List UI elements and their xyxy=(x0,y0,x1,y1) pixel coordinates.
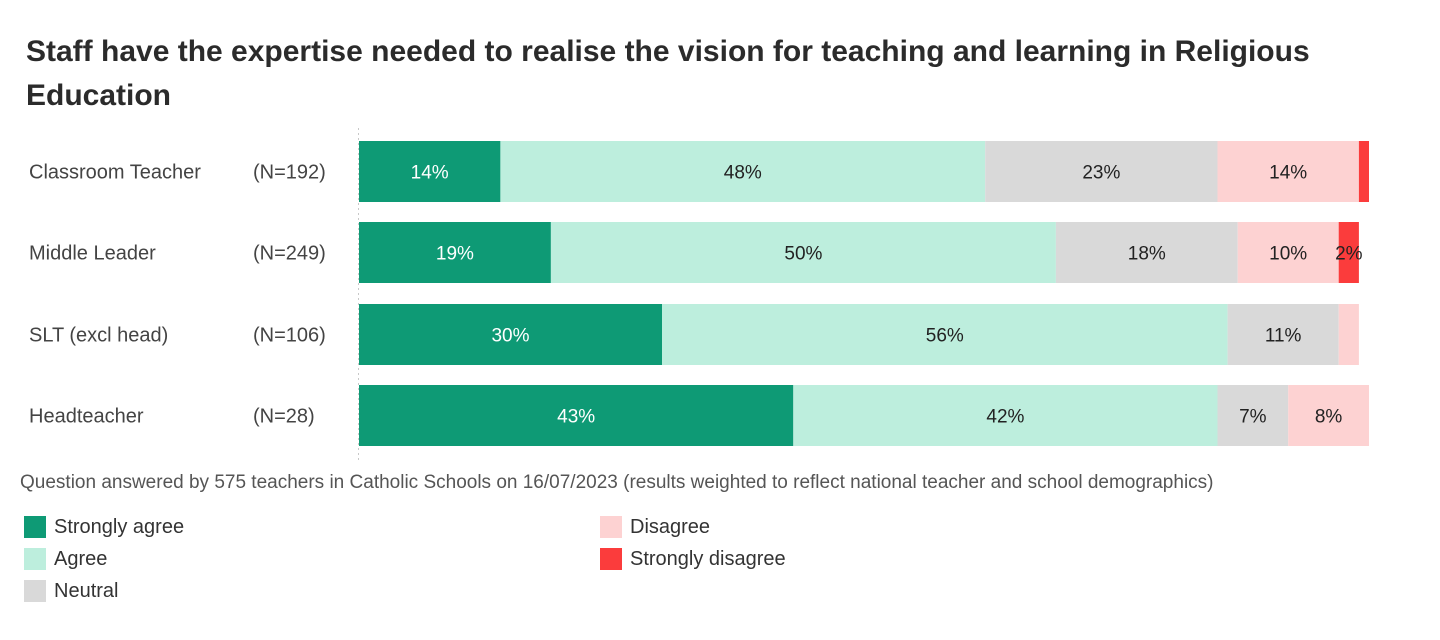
bar-segment-strongly-disagree xyxy=(1358,141,1369,202)
bar-segment-strongly-disagree xyxy=(1338,222,1359,283)
legend-item-agree: Agree xyxy=(24,546,107,572)
bar-segment-strongly-agree xyxy=(359,141,501,202)
legend-item-neutral: Neutral xyxy=(24,578,118,604)
bar-segment-agree xyxy=(500,141,986,202)
legend-swatch xyxy=(24,580,46,602)
data-label: 56% xyxy=(926,326,964,347)
bar-segment-agree xyxy=(550,222,1056,283)
legend-item-strongly-agree: Strongly agree xyxy=(24,514,184,540)
bar-segment-neutral xyxy=(985,141,1218,202)
bar-segment-disagree xyxy=(1217,141,1359,202)
data-label: 18% xyxy=(1128,244,1166,265)
legend-label: Neutral xyxy=(54,579,119,602)
bar-segment-neutral xyxy=(1217,385,1289,446)
category-label: Middle Leader xyxy=(29,243,156,265)
data-label: 42% xyxy=(986,407,1024,428)
legend: Strongly agree Agree Neutral Disagree Strong… xyxy=(24,514,924,614)
data-label: 30% xyxy=(491,326,529,347)
legend-swatch xyxy=(24,548,46,570)
bar-segment-agree xyxy=(662,304,1228,365)
legend-label: Disagree xyxy=(630,515,711,538)
sample-size-label: (N=249) xyxy=(253,243,326,265)
data-label: 48% xyxy=(724,163,762,184)
bar-segment-strongly-agree xyxy=(359,304,662,365)
data-label: 19% xyxy=(436,244,474,265)
sample-size-label: (N=192) xyxy=(253,162,326,184)
legend-item-disagree: Disagree xyxy=(600,514,710,540)
data-label: 23% xyxy=(1082,163,1120,184)
legend-label: Agree xyxy=(54,547,108,570)
data-label: 14% xyxy=(1269,163,1307,184)
legend-label: Strongly disagree xyxy=(630,547,786,570)
legend-label: Strongly agree xyxy=(54,515,185,538)
bar-segment-neutral xyxy=(1055,222,1238,283)
data-label: 11% xyxy=(1265,326,1302,347)
chart-title: Staff have the expertise needed to reali… xyxy=(26,35,1310,112)
data-label: 7% xyxy=(1239,407,1267,428)
category-label: Headteacher xyxy=(29,406,144,428)
data-label: 43% xyxy=(557,407,595,428)
bar-segment-strongly-agree xyxy=(359,385,794,446)
data-label: 10% xyxy=(1269,244,1307,265)
bar-segment-disagree xyxy=(1237,222,1339,283)
bar-segment-disagree xyxy=(1338,304,1359,365)
data-label: 14% xyxy=(411,163,449,184)
data-label: 8% xyxy=(1315,407,1343,428)
stacked-bar-chart: Classroom Teacher (N=192) 14% 48% 23% 14% Midd… xyxy=(29,128,1369,460)
legend-item-strongly-disagree: Strongly disagree xyxy=(600,546,786,572)
legend-swatch xyxy=(24,516,46,538)
bar-segment-strongly-agree xyxy=(359,222,551,283)
sample-size-label: (N=28) xyxy=(253,406,315,428)
category-label: SLT (excl head) xyxy=(29,325,168,347)
data-label: 50% xyxy=(784,244,822,265)
bar-segment-agree xyxy=(793,385,1218,446)
survey-note: Question answered by 575 teachers in Cat… xyxy=(20,472,1214,493)
legend-swatch xyxy=(600,548,622,570)
sample-size-label: (N=106) xyxy=(253,325,326,347)
bar-segment-disagree xyxy=(1288,385,1369,446)
category-label: Classroom Teacher xyxy=(29,162,201,184)
legend-swatch xyxy=(600,516,622,538)
bar-segment-neutral xyxy=(1227,304,1339,365)
data-label: 2% xyxy=(1335,244,1363,265)
